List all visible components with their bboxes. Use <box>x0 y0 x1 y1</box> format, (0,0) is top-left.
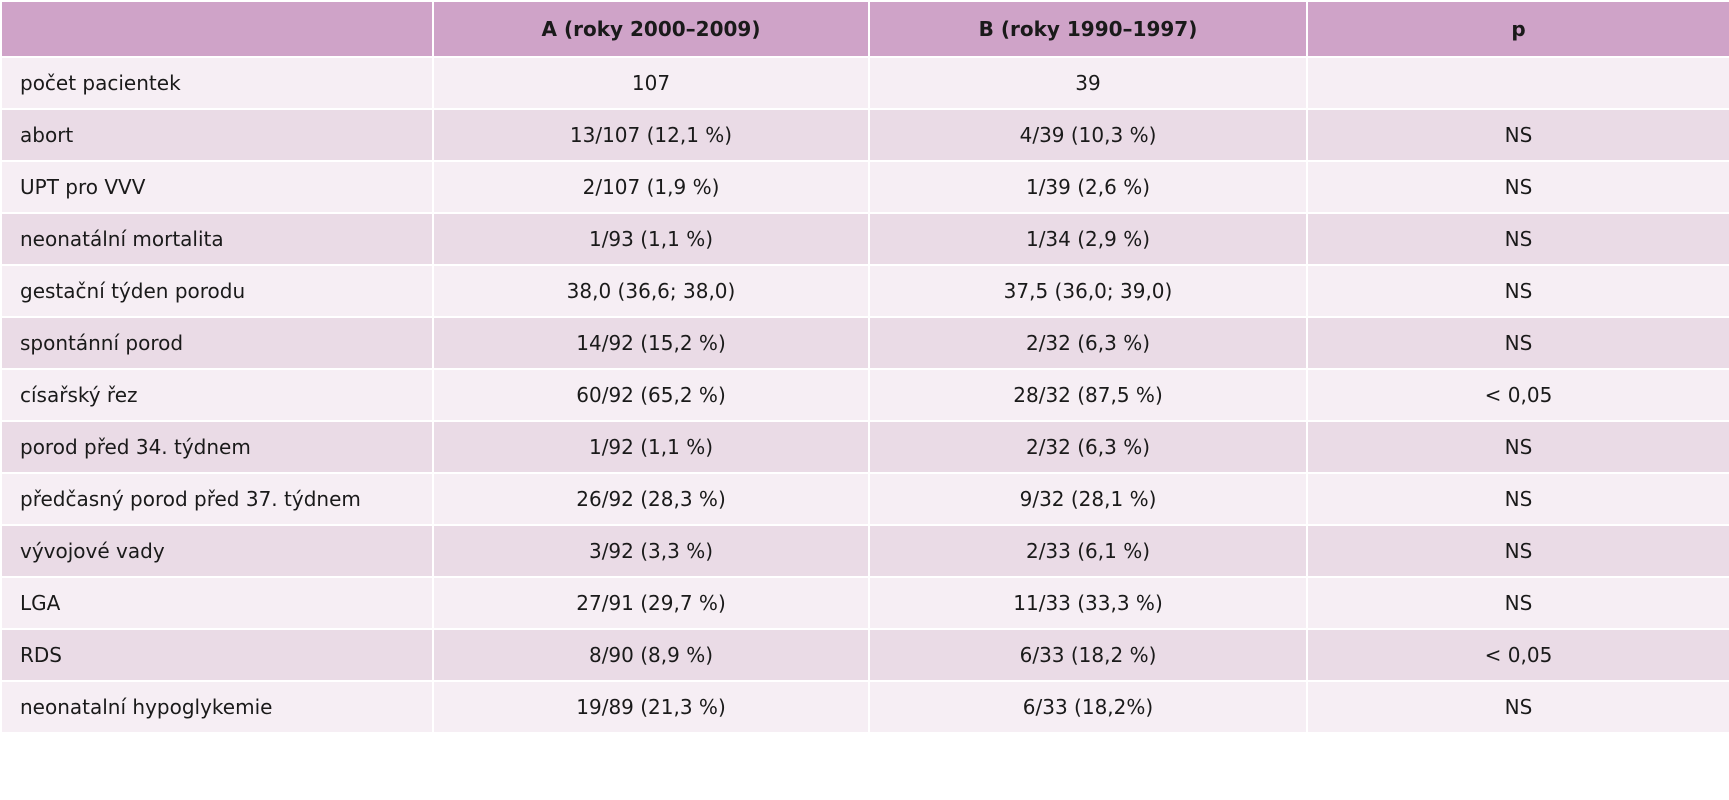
table-header: A (roky 2000–2009) B (roky 1990–1997) p <box>0 0 1729 58</box>
group-b-value: 2/32 (6,3 %) <box>868 420 1308 474</box>
table-row: abort 13/107 (12,1 %) 4/39 (10,3 %) NS <box>0 108 1729 162</box>
group-b-value: 6/33 (18,2%) <box>868 680 1308 734</box>
group-b-value: 9/32 (28,1 %) <box>868 472 1308 526</box>
group-b-value: 2/32 (6,3 %) <box>868 316 1308 370</box>
row-label: předčasný porod před 37. týdnem <box>0 472 434 526</box>
group-a-value: 14/92 (15,2 %) <box>432 316 870 370</box>
row-label: spontánní porod <box>0 316 434 370</box>
group-b-value: 11/33 (33,3 %) <box>868 576 1308 630</box>
table-row: počet pacientek 107 39 <box>0 56 1729 110</box>
p-value: NS <box>1306 108 1729 162</box>
p-value: NS <box>1306 316 1729 370</box>
p-value: NS <box>1306 212 1729 266</box>
row-label: porod před 34. týdnem <box>0 420 434 474</box>
header-cell-label <box>0 0 434 58</box>
table-row: neonatalní hypoglykemie 19/89 (21,3 %) 6/3… <box>0 680 1729 734</box>
p-value: NS <box>1306 680 1729 734</box>
group-a-value: 26/92 (28,3 %) <box>432 472 870 526</box>
group-a-value: 3/92 (3,3 %) <box>432 524 870 578</box>
comparison-table: A (roky 2000–2009) B (roky 1990–1997) p … <box>0 0 1729 734</box>
table-row: císařský řez 60/92 (65,2 %) 28/32 (87,5 %)… <box>0 368 1729 422</box>
table-row: porod před 34. týdnem 1/92 (1,1 %) 2/32 (6… <box>0 420 1729 474</box>
row-label: neonatální mortalita <box>0 212 434 266</box>
header-cell-group-a: A (roky 2000–2009) <box>432 0 870 58</box>
table-row: vývojové vady 3/92 (3,3 %) 2/33 (6,1 %) NS <box>0 524 1729 578</box>
p-value: < 0,05 <box>1306 368 1729 422</box>
p-value: NS <box>1306 264 1729 318</box>
group-a-value: 2/107 (1,9 %) <box>432 160 870 214</box>
table-row: RDS 8/90 (8,9 %) 6/33 (18,2 %) < 0,05 <box>0 628 1729 682</box>
group-b-value: 1/39 (2,6 %) <box>868 160 1308 214</box>
row-label: abort <box>0 108 434 162</box>
row-label: císařský řez <box>0 368 434 422</box>
table-body: počet pacientek 107 39 abort 13/107 (12,1 %)… <box>0 56 1729 734</box>
group-b-value: 39 <box>868 56 1308 110</box>
table-row: neonatální mortalita 1/93 (1,1 %) 1/34 (2,… <box>0 212 1729 266</box>
group-a-value: 19/89 (21,3 %) <box>432 680 870 734</box>
group-b-value: 6/33 (18,2 %) <box>868 628 1308 682</box>
row-label: UPT pro VVV <box>0 160 434 214</box>
table-row: spontánní porod 14/92 (15,2 %) 2/32 (6,3 %… <box>0 316 1729 370</box>
group-a-value: 8/90 (8,9 %) <box>432 628 870 682</box>
table-row: gestační týden porodu 38,0 (36,6; 38,0) 37… <box>0 264 1729 318</box>
p-value: < 0,05 <box>1306 628 1729 682</box>
group-b-value: 37,5 (36,0; 39,0) <box>868 264 1308 318</box>
table-row: předčasný porod před 37. týdnem 26/92 (28… <box>0 472 1729 526</box>
group-a-value: 1/93 (1,1 %) <box>432 212 870 266</box>
row-label: RDS <box>0 628 434 682</box>
p-value: NS <box>1306 576 1729 630</box>
group-b-value: 4/39 (10,3 %) <box>868 108 1308 162</box>
row-label: počet pacientek <box>0 56 434 110</box>
row-label: vývojové vady <box>0 524 434 578</box>
header-cell-p-value: p <box>1306 0 1729 58</box>
group-a-value: 38,0 (36,6; 38,0) <box>432 264 870 318</box>
p-value: NS <box>1306 472 1729 526</box>
p-value: NS <box>1306 420 1729 474</box>
p-value <box>1306 56 1729 110</box>
row-label: neonatalní hypoglykemie <box>0 680 434 734</box>
header-cell-group-b: B (roky 1990–1997) <box>868 0 1308 58</box>
group-b-value: 2/33 (6,1 %) <box>868 524 1308 578</box>
group-b-value: 1/34 (2,9 %) <box>868 212 1308 266</box>
row-label: gestační týden porodu <box>0 264 434 318</box>
group-a-value: 13/107 (12,1 %) <box>432 108 870 162</box>
group-a-value: 107 <box>432 56 870 110</box>
group-a-value: 1/92 (1,1 %) <box>432 420 870 474</box>
group-a-value: 60/92 (65,2 %) <box>432 368 870 422</box>
table-row: LGA 27/91 (29,7 %) 11/33 (33,3 %) NS <box>0 576 1729 630</box>
row-label: LGA <box>0 576 434 630</box>
table-row: UPT pro VVV 2/107 (1,9 %) 1/39 (2,6 %) NS <box>0 160 1729 214</box>
header-row: A (roky 2000–2009) B (roky 1990–1997) p <box>0 0 1729 58</box>
p-value: NS <box>1306 160 1729 214</box>
group-a-value: 27/91 (29,7 %) <box>432 576 870 630</box>
group-b-value: 28/32 (87,5 %) <box>868 368 1308 422</box>
p-value: NS <box>1306 524 1729 578</box>
